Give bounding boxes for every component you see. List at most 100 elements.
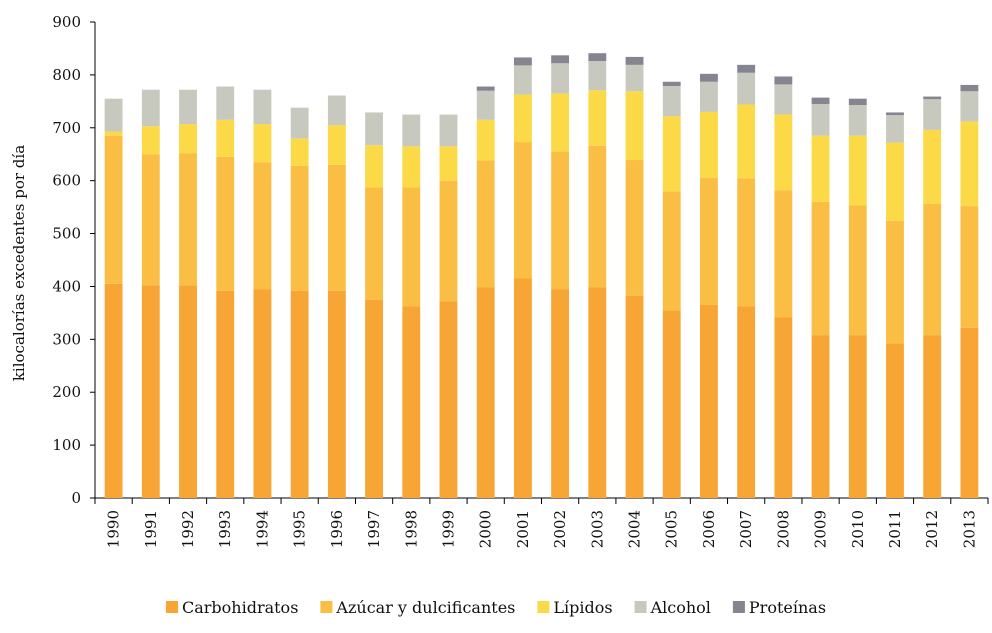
x-tick-label: 2005 — [663, 510, 681, 548]
bar-segment-1 — [290, 290, 309, 498]
x-tick-label: 1992 — [179, 510, 197, 548]
y-tick-label: 500 — [52, 225, 81, 243]
x-tick-label: 1993 — [216, 510, 234, 548]
bar-segment-1 — [104, 283, 123, 498]
bar-segment-4 — [513, 65, 532, 95]
legend-item: Carbohidratos — [165, 598, 298, 617]
bar-segment-2 — [365, 187, 383, 300]
bar-segment-4 — [625, 64, 644, 92]
x-tick-label: 2011 — [886, 510, 904, 548]
bar-segment-1 — [960, 327, 979, 498]
bar-segment-2 — [700, 178, 718, 305]
bar-segment-3 — [700, 111, 718, 179]
bar-segment-4 — [960, 91, 979, 122]
x-tick-label: 1990 — [105, 510, 123, 548]
bar-segment-4 — [179, 89, 197, 125]
bar-segment-2 — [513, 142, 532, 279]
bar-segment-2 — [774, 190, 793, 318]
bars — [104, 53, 979, 498]
bar-segment-5 — [886, 112, 904, 116]
bar-segment-2 — [848, 205, 867, 336]
x-tick-label: 2000 — [477, 510, 495, 548]
bar-segment-2 — [104, 135, 123, 284]
bar-segment-4 — [365, 112, 383, 146]
x-tick-label: 1999 — [439, 510, 457, 548]
bar-segment-5 — [625, 56, 644, 65]
legend-swatch — [634, 601, 647, 613]
bar-segment-2 — [625, 160, 644, 296]
legend: Carbohidratos Azúcar y dulcificantes Lípid… — [165, 598, 826, 617]
legend-item: Alcohol — [634, 598, 711, 617]
bar-segment-4 — [551, 63, 570, 94]
bar-segment-4 — [662, 86, 681, 117]
bar-segment-3 — [476, 119, 495, 161]
bar-segment-2 — [439, 180, 458, 302]
legend-item: Proteínas — [732, 598, 826, 617]
x-tick-label: 2002 — [551, 510, 569, 548]
bar-segment-3 — [625, 91, 644, 161]
bar-segment-2 — [960, 206, 979, 328]
bar-segment-1 — [402, 306, 421, 498]
x-tick-label: 1991 — [142, 510, 160, 548]
bar-segment-3 — [290, 138, 309, 166]
x-tick-label: 2009 — [812, 510, 830, 548]
y-tick-label: 800 — [52, 66, 81, 84]
bar-segment-2 — [551, 151, 570, 290]
bar-segment-4 — [141, 89, 160, 127]
bar-segment-5 — [923, 96, 942, 100]
bar-segment-4 — [737, 72, 756, 105]
bar-segment-1 — [141, 285, 160, 498]
bar-segment-3 — [588, 90, 607, 146]
bar-segment-5 — [960, 84, 979, 92]
bar-segment-3 — [960, 121, 979, 207]
bar-segment-4 — [439, 114, 458, 147]
bar-segment-4 — [923, 99, 942, 130]
bar-segment-3 — [327, 125, 346, 165]
x-tick-label: 1995 — [291, 510, 309, 548]
bar-segment-3 — [104, 131, 123, 136]
x-tick-label: 2001 — [514, 510, 532, 548]
bar-segment-3 — [439, 146, 458, 181]
bar-segment-4 — [476, 90, 495, 120]
bar-segment-4 — [253, 89, 272, 125]
x-tick-label: 1997 — [365, 510, 383, 548]
bar-segment-1 — [253, 289, 272, 498]
bar-segment-4 — [402, 114, 421, 147]
bar-segment-3 — [662, 116, 681, 192]
bar-segment-3 — [402, 146, 421, 188]
bar-segment-5 — [700, 73, 718, 82]
bar-segment-5 — [662, 81, 681, 86]
legend-label: Azúcar y dulcificantes — [335, 598, 515, 617]
bar-segment-5 — [513, 57, 532, 66]
bar-segment-2 — [141, 154, 160, 286]
bar-segment-4 — [811, 103, 830, 136]
bar-segment-1 — [923, 335, 942, 498]
bar-segment-4 — [700, 81, 718, 112]
bar-segment-5 — [737, 64, 756, 73]
bar-segment-3 — [811, 135, 830, 202]
bar-segment-2 — [662, 191, 681, 311]
x-tick-label: 1996 — [328, 510, 346, 548]
bar-segment-3 — [737, 104, 756, 179]
x-tick-label: 2008 — [774, 510, 792, 548]
bar-segment-5 — [588, 53, 607, 62]
x-tick-label: 2004 — [626, 510, 644, 548]
bar-segment-2 — [290, 165, 309, 291]
bar-segment-2 — [402, 187, 421, 307]
x-tick-label: 2013 — [960, 510, 978, 548]
bar-segment-1 — [476, 287, 495, 498]
bar-segment-1 — [886, 343, 904, 498]
y-tick-label: 600 — [52, 172, 81, 190]
bar-segment-4 — [327, 95, 346, 126]
bar-segment-4 — [290, 107, 309, 139]
y-tick-label: 0 — [71, 489, 81, 507]
bar-segment-2 — [327, 164, 346, 291]
bar-segment-2 — [588, 145, 607, 288]
legend-item: Lípidos — [537, 598, 613, 617]
bar-segment-2 — [886, 220, 904, 344]
bar-segment-1 — [625, 295, 644, 498]
legend-item: Azúcar y dulcificantes — [320, 598, 515, 617]
bar-segment-3 — [513, 94, 532, 143]
bar-segment-2 — [811, 201, 830, 336]
y-tick-label: 400 — [52, 277, 81, 295]
